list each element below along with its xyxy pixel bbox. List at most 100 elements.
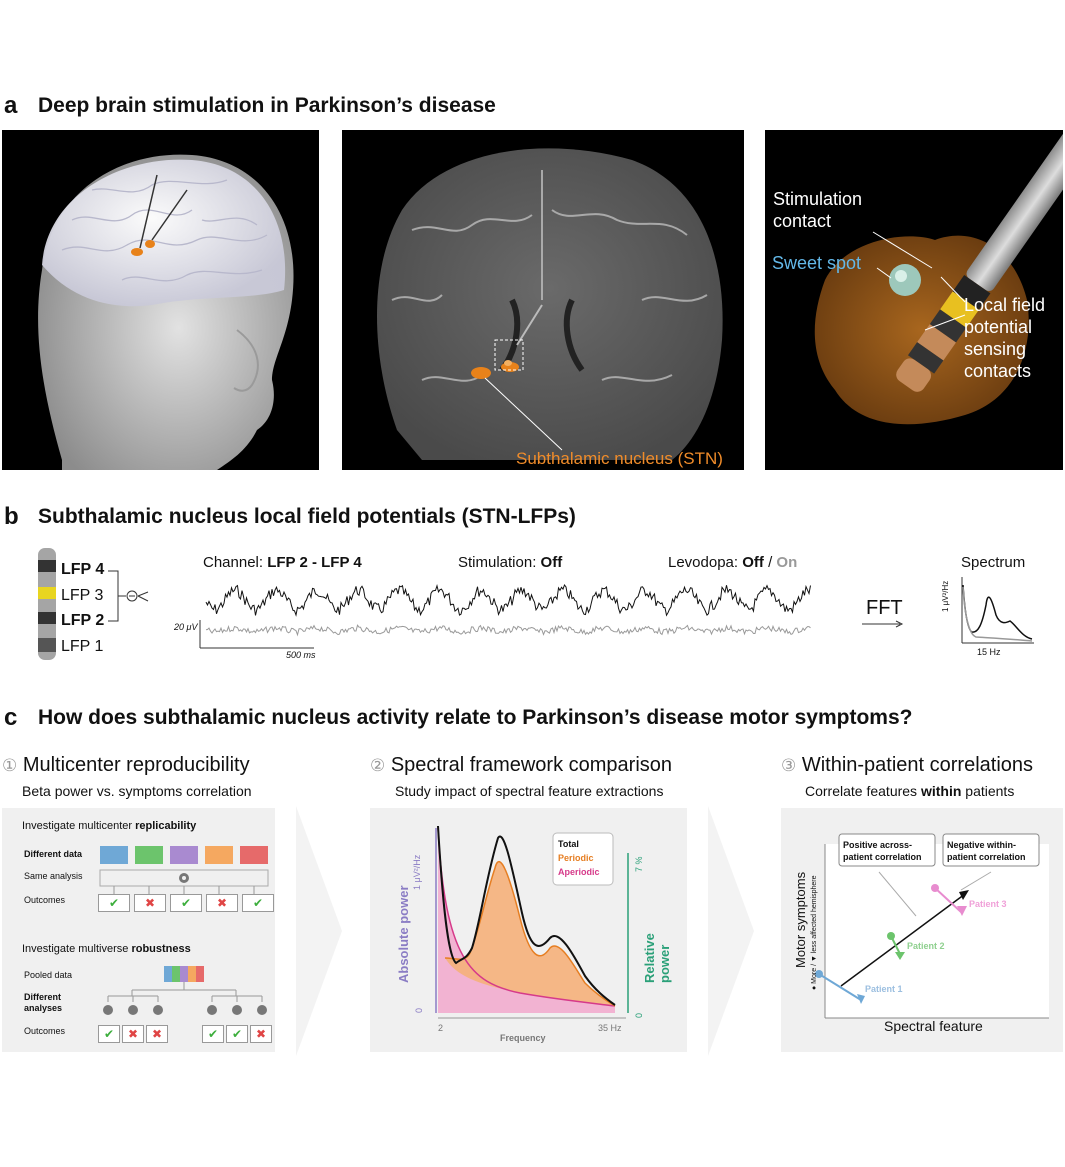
spectral-legend: Total Periodic Aperiodic — [558, 837, 600, 879]
electrode-illustration — [814, 105, 1065, 425]
replicability-heading: Investigate multicenter replicability — [22, 820, 197, 832]
periodic-area — [445, 861, 615, 1006]
absolute-power-label: Absolute power — [396, 885, 411, 983]
within-patient-plot — [815, 833, 1049, 1019]
outcomes-row-top: ✔ ✖ ✔ ✖ ✔ — [98, 894, 274, 912]
lfp-electrode-icon — [38, 548, 56, 660]
gear-icon — [207, 1005, 217, 1015]
levodopa-info: Levodopa: Off / On — [668, 554, 798, 571]
pooled-data-label: Pooled data — [24, 970, 73, 980]
section-b-letter: b — [4, 503, 19, 530]
outcome-check-icon: ✔ — [98, 894, 130, 912]
section-b-title: Subthalamic nucleus local field potentia… — [38, 505, 576, 528]
abs-ytick-top: 1 μV²/Hz — [412, 854, 422, 890]
lfp-trace-levodopa-off — [205, 583, 811, 617]
gear-icon — [153, 1005, 163, 1015]
relative-power-label: Relative power — [642, 933, 672, 983]
multicenter-panel: Investigate multicenter replicability Di… — [2, 808, 275, 1052]
lfp2-label: LFP 2 — [61, 612, 105, 629]
legend-periodic: Periodic — [558, 853, 594, 863]
sweet-spot-label: Sweet spot — [772, 253, 862, 273]
aperiodic-area — [438, 828, 615, 1013]
outcomes-label-top: Outcomes — [24, 895, 66, 905]
mri-coronal-panel: Subthalamic nucleus (STN) — [342, 130, 744, 470]
outcome-cross-icon: ✖ — [134, 894, 166, 912]
mri-coronal-image — [377, 148, 723, 460]
spectrum-plot — [961, 577, 1034, 644]
different-data-label: Different data — [24, 849, 83, 859]
robustness-heading: Investigate multiverse robustness — [22, 943, 191, 955]
head-render-panel — [2, 130, 319, 470]
spectral-decomposition-plot — [435, 825, 629, 1019]
positive-correlation-box: Positive across- patient correlation — [843, 840, 922, 862]
legend-total: Total — [558, 839, 579, 849]
gear-icon — [103, 1005, 113, 1015]
section-a-title: Deep brain stimulation in Parkinson’s di… — [38, 94, 496, 117]
xtick-start: 2 — [438, 1023, 444, 1033]
col3-title: ③ Within-patient correlations — [781, 754, 1034, 776]
lfp-traces — [199, 583, 811, 649]
lfp1-label: LFP 1 — [61, 638, 104, 655]
stn-label: Subthalamic nucleus (STN) — [516, 449, 723, 468]
outcomes-row-bottom-left: ✔ ✖ ✖ — [98, 1025, 168, 1043]
rel-ytick-zero: 0 — [634, 1012, 644, 1018]
positive-trend-line — [840, 893, 966, 987]
spectrum-on-line — [962, 586, 1033, 642]
outcome-cross-icon: ✖ — [122, 1025, 144, 1043]
hemisphere-legend: ● More / ▼ less affected hemisphere — [811, 875, 818, 990]
patient3-label: Patient 3 — [969, 899, 1007, 909]
electrode-panel: Stimulation contact Sweet spot Local fie… — [765, 105, 1065, 470]
spectrum-ylabel: 1 μV²/Hz — [941, 580, 950, 612]
patient1-label: Patient 1 — [865, 984, 903, 994]
spectral-feature-label: Spectral feature — [884, 1018, 983, 1034]
spectrum-xlabel: 15 Hz — [977, 647, 1001, 657]
col2-subtitle: Study impact of spectral feature extract… — [395, 783, 664, 799]
gear-icon — [257, 1005, 267, 1015]
different-analyses-label: Different analyses — [24, 992, 63, 1013]
spectrum-title: Spectrum — [961, 554, 1026, 571]
spectrum-off-line — [962, 584, 1033, 640]
channel-info: Channel: LFP 2 - LFP 4 — [203, 554, 362, 571]
frequency-label: Frequency — [500, 1033, 546, 1043]
spectral-framework-panel: Total Periodic Aperiodic Absolute power … — [370, 808, 687, 1052]
patient3-line — [934, 887, 962, 913]
lfp-trace-levodopa-on — [205, 624, 811, 637]
fft-label: FFT — [866, 597, 903, 619]
time-scale-label: 500 ms — [286, 650, 316, 660]
lfp4-label: LFP 4 — [61, 561, 105, 578]
motor-symptoms-label: Motor symptoms — [793, 871, 808, 968]
voltage-scale-label: 20 μV — [174, 622, 198, 632]
lfp3-label: LFP 3 — [61, 587, 104, 604]
xtick-end: 35 Hz — [598, 1023, 622, 1033]
stimulation-info: Stimulation: Off — [458, 554, 563, 571]
outcome-cross-icon: ✖ — [146, 1025, 168, 1043]
legend-aperiodic: Aperiodic — [558, 867, 600, 877]
aperiodic-line — [437, 827, 616, 1007]
head-brain-illustration — [38, 154, 294, 470]
within-patient-panel: Positive across- patient correlation Neg… — [781, 808, 1063, 1052]
stimulation-contact-label: Stimulation contact — [773, 189, 863, 231]
outcome-check-icon: ✔ — [170, 894, 202, 912]
outcome-cross-icon: ✖ — [206, 894, 238, 912]
same-analysis-label: Same analysis — [24, 871, 83, 881]
fft-arrow-icon — [862, 620, 904, 628]
lfp-sensing-contacts-label: Local field potential sensing contacts — [964, 295, 1046, 381]
patient2-label: Patient 2 — [907, 941, 945, 951]
outcome-check-icon: ✔ — [202, 1025, 224, 1043]
multiverse-tree — [103, 966, 267, 1015]
section-a-letter: a — [4, 92, 18, 119]
gear-icon — [128, 1005, 138, 1015]
outcomes-row-bottom-right: ✔ ✔ ✖ — [202, 1025, 272, 1043]
outcomes-label-bottom: Outcomes — [24, 1026, 66, 1036]
col1-title: ① Multicenter reproducibility — [2, 754, 250, 776]
col1-subtitle: Beta power vs. symptoms correlation — [22, 783, 252, 799]
gear-icon — [232, 1005, 242, 1015]
total-line — [437, 825, 616, 1006]
abs-ytick-zero: 0 — [414, 1007, 424, 1013]
outcome-check-icon: ✔ — [226, 1025, 248, 1043]
patient1-line — [818, 973, 862, 1001]
section-c-letter: c — [4, 704, 18, 731]
outcome-cross-icon: ✖ — [250, 1025, 272, 1043]
replicability-diagram — [99, 846, 269, 894]
section-c-title: How does subthalamic nucleus activity re… — [38, 706, 913, 729]
